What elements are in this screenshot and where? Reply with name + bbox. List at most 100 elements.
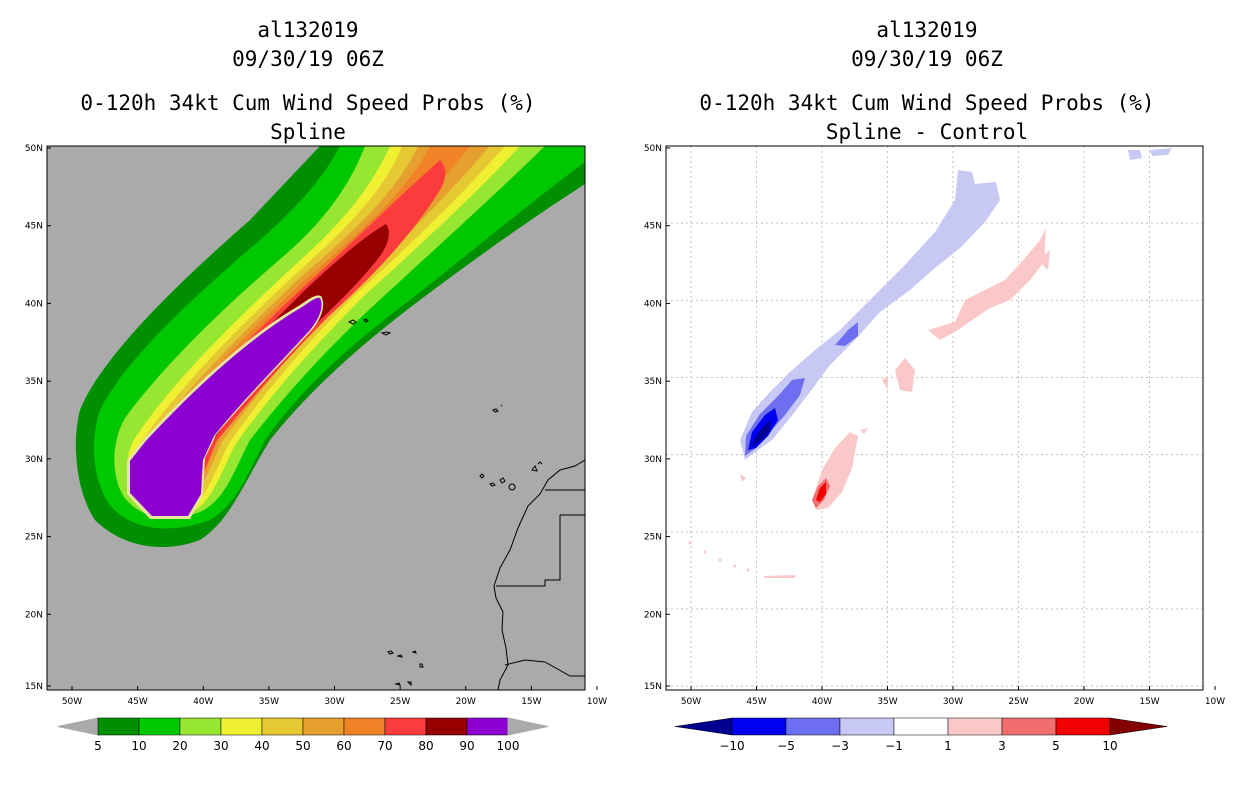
colorbar-swatch (425, 717, 468, 736)
lat-label: 25N (644, 533, 662, 543)
lon-label: 20W (456, 697, 476, 707)
right-map-frame (665, 145, 1204, 691)
lon-label: 35W (259, 697, 279, 707)
right-product-block: 0-120h 34kt Cum Wind Speed Probs (%) Spl… (627, 89, 1227, 147)
colorbar-swatch (179, 717, 222, 736)
colorbar-swatch (1055, 717, 1111, 736)
colorbar-swatch (785, 717, 841, 736)
madeira-island (492, 404, 503, 413)
lat-label: 20N (644, 610, 662, 620)
colorbar-label: 10 (131, 739, 146, 753)
lon-label: 45W (746, 697, 766, 707)
lon-label: 20W (1074, 697, 1094, 707)
colorbar-label: 5 (94, 739, 102, 753)
colorbar-label: −1 (885, 739, 903, 753)
lon-label: 40W (812, 697, 832, 707)
colorbar-swatch (731, 717, 787, 736)
lon-label: 15W (521, 697, 541, 707)
colorbar-label: 30 (213, 739, 228, 753)
colorbar-swatch (466, 717, 509, 736)
right-subtitle: Spline - Control (825, 120, 1029, 144)
colorbar-swatch (893, 717, 949, 736)
lon-label: 25W (390, 697, 410, 707)
colorbar-label: 20 (172, 739, 187, 753)
left-product-block: 0-120h 34kt Cum Wind Speed Probs (%) Spl… (8, 89, 608, 147)
colorbar-label: 60 (336, 739, 351, 753)
lat-label: 25N (25, 533, 43, 543)
right-ocean-background (666, 146, 1203, 690)
lat-label: 50N (25, 144, 43, 154)
diff-band-minus1-top (1128, 148, 1172, 160)
lat-label: 35N (644, 377, 662, 387)
colorbar-label: 90 (459, 739, 474, 753)
lat-label: 35N (25, 377, 43, 387)
right-title-block: al132019 09/30/19 06Z (627, 16, 1227, 74)
colorbar-label: −5 (777, 739, 795, 753)
left-title-block: al132019 09/30/19 06Z (8, 16, 608, 74)
right-datetime: 09/30/19 06Z (851, 47, 1003, 71)
lat-label: 30N (25, 455, 43, 465)
colorbar-swatch (839, 717, 895, 736)
prob-band-100 (130, 297, 322, 516)
colorbar-high-arrow (507, 717, 549, 736)
colorbar-low-arrow (57, 717, 99, 736)
colorbar-label: 3 (998, 739, 1006, 753)
colorbar-swatch (97, 717, 140, 736)
left-datetime: 09/30/19 06Z (232, 47, 384, 71)
right-map: 50N 45N 40N 35N 30N 25N 20N 15N 50W 45W 40W 35W 30W 2… (644, 144, 1225, 753)
colorbar-swatch (1001, 717, 1057, 736)
lon-label: 30W (324, 697, 344, 707)
lon-label: 50W (681, 697, 701, 707)
colorbar-label: 10 (1102, 739, 1117, 753)
colorbar-swatch (261, 717, 304, 736)
cape-verde-islands (387, 650, 424, 687)
lon-label: 10W (587, 697, 607, 707)
right-storm-id: al132019 (876, 18, 978, 42)
lon-label: 45W (127, 697, 147, 707)
lat-label: 20N (25, 610, 43, 620)
colorbar-swatch (384, 717, 427, 736)
left-product-title: 0-120h 34kt Cum Wind Speed Probs (%) (80, 91, 536, 115)
colorbar-swatch (138, 717, 181, 736)
lon-label: 40W (193, 697, 213, 707)
left-subtitle: Spline (270, 120, 346, 144)
lat-label: 30N (644, 455, 662, 465)
lon-label: 10W (1205, 697, 1225, 707)
colorbar-swatch (343, 717, 386, 736)
lat-label: 15N (644, 682, 662, 692)
lon-label: 25W (1008, 697, 1028, 707)
colorbar-high-arrow (1109, 717, 1168, 736)
colorbar-label: 80 (418, 739, 433, 753)
colorbar-label: 40 (254, 739, 269, 753)
right-product-title: 0-120h 34kt Cum Wind Speed Probs (%) (699, 91, 1155, 115)
left-map: 50N 45N 40N 35N 30N 25N 20N 15N 50W 45W 40W 35W 30W 2… (25, 144, 607, 753)
colorbar-label: 100 (497, 739, 520, 753)
colorbar-swatch (220, 717, 263, 736)
diff-band-minus1 (740, 170, 1000, 460)
lat-label: 45N (25, 222, 43, 232)
lat-label: 50N (644, 144, 662, 154)
lat-label: 40N (25, 299, 43, 309)
colorbar-label: −10 (719, 739, 744, 753)
colorbar-label: 5 (1052, 739, 1060, 753)
diff-band-plus5 (816, 482, 826, 502)
right-axis-labels: 50N 45N 40N 35N 30N 25N 20N 15N 50W 45W 40W 35W 30W 2… (644, 144, 1225, 707)
colorbar-label: 1 (944, 739, 952, 753)
left-probability-swath (75, 146, 585, 548)
colorbar-label: 70 (377, 739, 392, 753)
right-difference-field (688, 148, 1172, 578)
colorbar-low-arrow (674, 717, 733, 736)
border-mauritania (496, 514, 585, 587)
colorbar-label: −3 (831, 739, 849, 753)
africa-coast (493, 459, 585, 690)
lat-label: 40N (644, 299, 662, 309)
left-storm-id: al132019 (257, 18, 359, 42)
diff-band-minus10 (752, 420, 770, 446)
lat-label: 15N (25, 682, 43, 692)
border-senegal (504, 659, 585, 677)
left-axis-labels: 50N 45N 40N 35N 30N 25N 20N 15N 50W 45W 40W 35W 30W 2… (25, 144, 607, 707)
diff-dots (688, 541, 750, 572)
colorbar-swatch (947, 717, 1003, 736)
azores-islands (347, 318, 392, 336)
lon-label: 50W (62, 697, 82, 707)
